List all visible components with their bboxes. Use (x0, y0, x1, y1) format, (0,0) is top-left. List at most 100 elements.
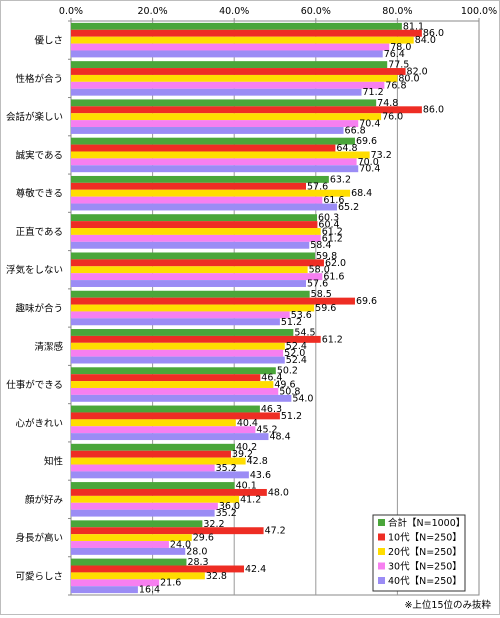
category-label: 優しさ (34, 35, 63, 47)
legend-label: 20代【N=250】 (388, 547, 462, 558)
bar (71, 259, 324, 267)
bar (71, 502, 218, 510)
data-label: 45.2 (256, 425, 277, 436)
bar (71, 586, 138, 594)
legend-box (372, 514, 466, 592)
data-label: 69.6 (356, 136, 377, 147)
data-label: 43.6 (250, 470, 271, 481)
data-label: 48.0 (268, 487, 289, 498)
bar (71, 579, 160, 587)
category-label: 趣味が合う (15, 303, 63, 315)
bar (71, 443, 236, 451)
data-label: 53.6 (291, 310, 312, 321)
bar (71, 68, 406, 75)
bar (71, 106, 422, 114)
data-label: 60.3 (318, 213, 339, 224)
data-label: 57.6 (307, 181, 328, 192)
bar (71, 203, 338, 211)
bar (71, 214, 318, 222)
data-label: 50.2 (277, 366, 298, 377)
data-label: 51.2 (281, 411, 302, 422)
data-label: 86.0 (423, 28, 444, 39)
data-label: 28.0 (186, 546, 207, 557)
data-label: 54.0 (292, 393, 313, 404)
bar (71, 311, 290, 319)
bar (71, 234, 321, 242)
bar (71, 457, 246, 465)
data-label: 82.0 (407, 66, 428, 77)
bar (71, 81, 385, 89)
data-label: 71.2 (362, 87, 383, 98)
bar (71, 367, 276, 375)
bar (71, 297, 355, 305)
data-label: 78.0 (390, 42, 411, 53)
x-tick-label: 0.0% (59, 6, 83, 17)
data-label: 76.4 (384, 49, 405, 60)
legend-swatch (378, 577, 385, 584)
data-label: 41.2 (240, 494, 261, 505)
category-label: 正直である (16, 226, 63, 238)
bar (71, 61, 388, 69)
data-label: 52.4 (286, 355, 307, 366)
data-label: 60.4 (318, 220, 339, 231)
bar (71, 541, 169, 548)
data-label: 59.8 (316, 251, 337, 262)
data-label: 42.8 (247, 456, 268, 467)
data-label: 42.4 (245, 564, 266, 575)
data-label: 84.0 (415, 35, 436, 46)
bar (71, 113, 382, 121)
data-label: 36.0 (219, 501, 240, 512)
data-label: 40.1 (236, 480, 257, 491)
data-label: 50.8 (279, 386, 300, 397)
bar (71, 572, 205, 580)
bar (71, 304, 315, 312)
bar (71, 433, 269, 441)
bar (71, 189, 351, 197)
bar (71, 318, 280, 326)
legend-label: 30代【N=250】 (388, 562, 462, 573)
bar (71, 520, 203, 528)
x-tick-label: 100.0% (461, 6, 497, 17)
bar (71, 488, 267, 496)
legend-swatch (378, 548, 385, 555)
legend-swatch (378, 519, 385, 526)
bar (71, 471, 249, 479)
category-label: 顔が好み (25, 494, 63, 506)
data-label: 28.3 (187, 557, 208, 568)
bar (71, 290, 310, 298)
bar (71, 534, 192, 542)
footnote: ※上位15位のみ抜粋 (404, 600, 491, 611)
data-label: 35.2 (216, 508, 237, 519)
legend-label: 40代【N=250】 (388, 576, 462, 587)
data-label: 58.5 (311, 289, 332, 300)
bar (71, 527, 264, 535)
bar (71, 175, 329, 183)
bar (71, 221, 318, 229)
bar (71, 266, 308, 274)
bar (71, 36, 414, 44)
data-label: 62.0 (325, 258, 346, 269)
category-label: 性格が合う (15, 73, 63, 85)
bar (71, 22, 402, 30)
data-label: 57.6 (307, 278, 328, 289)
data-label: 70.0 (358, 157, 379, 168)
bar (71, 144, 336, 152)
category-label: 心がきれい (15, 417, 63, 429)
data-label: 52.4 (286, 341, 307, 352)
data-label: 29.6 (193, 533, 214, 544)
bar (71, 405, 260, 413)
bar (71, 374, 261, 382)
bar (71, 228, 321, 235)
bar (71, 335, 321, 343)
data-label: 24.0 (170, 539, 191, 550)
data-label: 54.5 (294, 327, 315, 338)
data-label: 40.2 (236, 442, 257, 453)
bar (71, 196, 323, 204)
bar (71, 252, 315, 260)
data-label: 76.8 (385, 80, 406, 91)
data-label: 76.0 (382, 112, 403, 123)
data-label: 86.0 (423, 105, 444, 116)
bar (71, 120, 359, 128)
